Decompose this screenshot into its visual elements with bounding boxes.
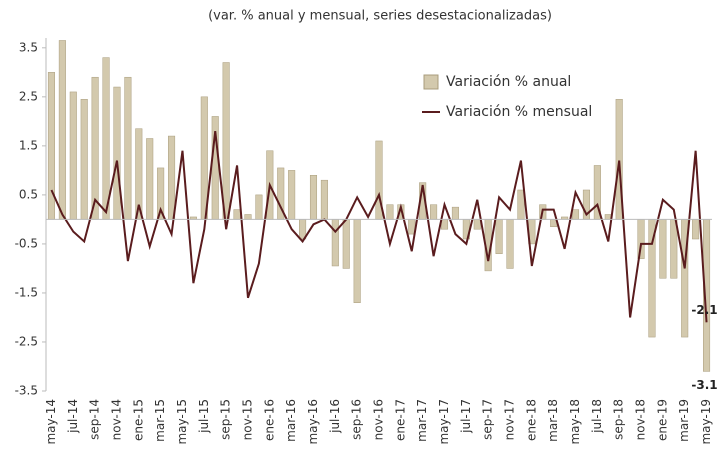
x-tick-label: jul-16	[328, 399, 342, 434]
bar	[659, 219, 667, 279]
x-tick-label: sep-17	[481, 399, 495, 440]
bar	[386, 204, 394, 220]
x-tick-label: ene-18	[524, 399, 538, 441]
y-tick-label: 2.5	[19, 89, 38, 103]
bar	[288, 170, 296, 220]
x-tick-label: mar-19	[677, 399, 691, 442]
legend-swatch	[423, 74, 439, 90]
x-tick-label: may-17	[437, 399, 451, 445]
bar	[244, 214, 252, 220]
bar	[430, 204, 438, 220]
x-tick-label: may-16	[306, 399, 320, 445]
bar	[320, 179, 328, 220]
x-tick-label: nov-14	[109, 399, 123, 440]
x-tick-label: mar-15	[153, 399, 167, 442]
y-tick-label: 3.5	[19, 40, 38, 54]
x-tick-label: ene-19	[655, 399, 669, 441]
x-tick-label: sep-14	[88, 399, 102, 440]
bar	[91, 76, 99, 220]
x-tick-label: mar-18	[546, 399, 560, 442]
x-tick-label: may-18	[568, 399, 582, 445]
bar	[146, 138, 154, 220]
bar	[353, 219, 361, 303]
x-tick-label: jul-18	[590, 399, 604, 434]
bar	[506, 219, 514, 269]
bar	[80, 99, 88, 220]
bar	[309, 175, 318, 220]
bar	[670, 219, 678, 279]
bar	[69, 91, 77, 220]
x-tick-label: mar-17	[415, 399, 429, 442]
bar	[113, 86, 121, 220]
bar	[331, 219, 339, 267]
bar	[124, 76, 132, 220]
x-tick-label: sep-15	[219, 399, 233, 440]
legend-label: Variación % mensual	[446, 104, 592, 120]
bar	[495, 219, 503, 254]
bar	[440, 219, 449, 230]
data-label: -2.1	[691, 303, 717, 317]
bar	[233, 209, 241, 220]
x-tick-label: sep-18	[612, 399, 626, 440]
bar	[102, 57, 110, 220]
bar	[571, 209, 580, 220]
y-tick-label: -2.5	[15, 334, 38, 348]
bar	[692, 219, 700, 240]
bar	[168, 135, 176, 220]
x-tick-label: jul-17	[459, 399, 473, 434]
y-tick-label: 0.5	[19, 187, 38, 201]
bar	[342, 219, 350, 269]
line	[50, 131, 708, 323]
x-tick-label: jul-14	[66, 399, 80, 434]
bar	[58, 40, 66, 220]
data-label: -3.1	[691, 378, 717, 392]
x-tick-label: mar-16	[284, 399, 298, 442]
x-tick-label: may-15	[175, 399, 189, 445]
x-tick-label: ene-17	[393, 399, 407, 441]
x-tick-label: may-14	[44, 399, 58, 445]
x-tick-label: jul-15	[197, 399, 211, 434]
y-tick-label: -3.5	[15, 384, 38, 398]
x-tick-label: ene-15	[131, 399, 145, 441]
bar	[517, 189, 525, 220]
legend-label: Variación % anual	[446, 74, 571, 90]
bar	[255, 194, 263, 220]
bar	[473, 219, 481, 230]
y-tick-label: -0.5	[15, 236, 38, 250]
x-tick-label: ene-16	[262, 399, 276, 441]
chart-title: (var. % anual y mensual, series desestac…	[208, 9, 552, 24]
bar	[222, 62, 230, 220]
x-tick-label: sep-16	[350, 399, 364, 440]
x-tick-label: may-19	[699, 399, 713, 445]
y-tick-label: 1.5	[19, 138, 38, 152]
x-tick-label: nov-18	[634, 399, 648, 440]
x-tick-label: nov-17	[503, 399, 517, 440]
y-tick-label: -1.5	[15, 285, 38, 299]
bar	[451, 206, 459, 220]
x-tick-label: nov-16	[372, 399, 386, 440]
x-tick-label: nov-15	[240, 399, 254, 440]
